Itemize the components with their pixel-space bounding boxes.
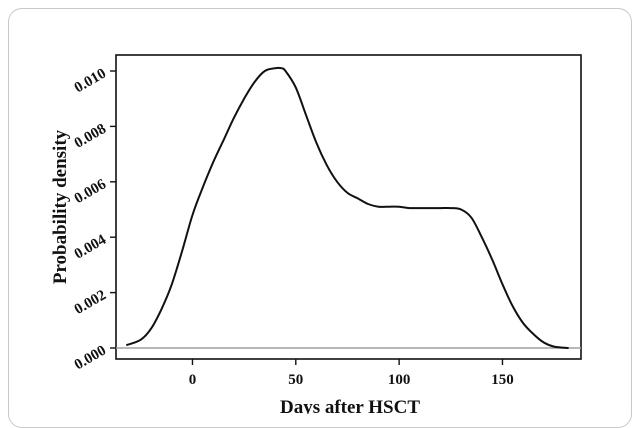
x-tick-label: 100	[388, 372, 411, 388]
y-tick-label: 0.002	[72, 287, 109, 318]
y-tick-label: 0.008	[72, 121, 109, 152]
x-axis-label: Days after HSCT	[280, 397, 420, 414]
x-axis: 0 50 100 150	[189, 359, 514, 388]
series-line	[125, 66, 569, 349]
x-tick-label: 50	[288, 372, 303, 388]
plot-area	[115, 54, 582, 360]
y-axis-label: Probability density	[50, 129, 71, 284]
density-chart: 0.000 0.002 0.004 0.006 0.008 0.010 0 50 100 150…	[50, 54, 582, 414]
figure-frame	[8, 8, 632, 428]
y-tick-label: 0.006	[72, 176, 110, 207]
y-tick-label: 0.004	[72, 232, 110, 263]
y-tick-label: 0.010	[72, 66, 109, 97]
x-tick-label: 0	[189, 372, 197, 388]
y-axis: 0.000 0.002 0.004 0.006 0.008 0.010	[72, 66, 116, 374]
y-tick-label: 0.000	[72, 343, 109, 374]
x-tick-label: 150	[491, 372, 514, 388]
